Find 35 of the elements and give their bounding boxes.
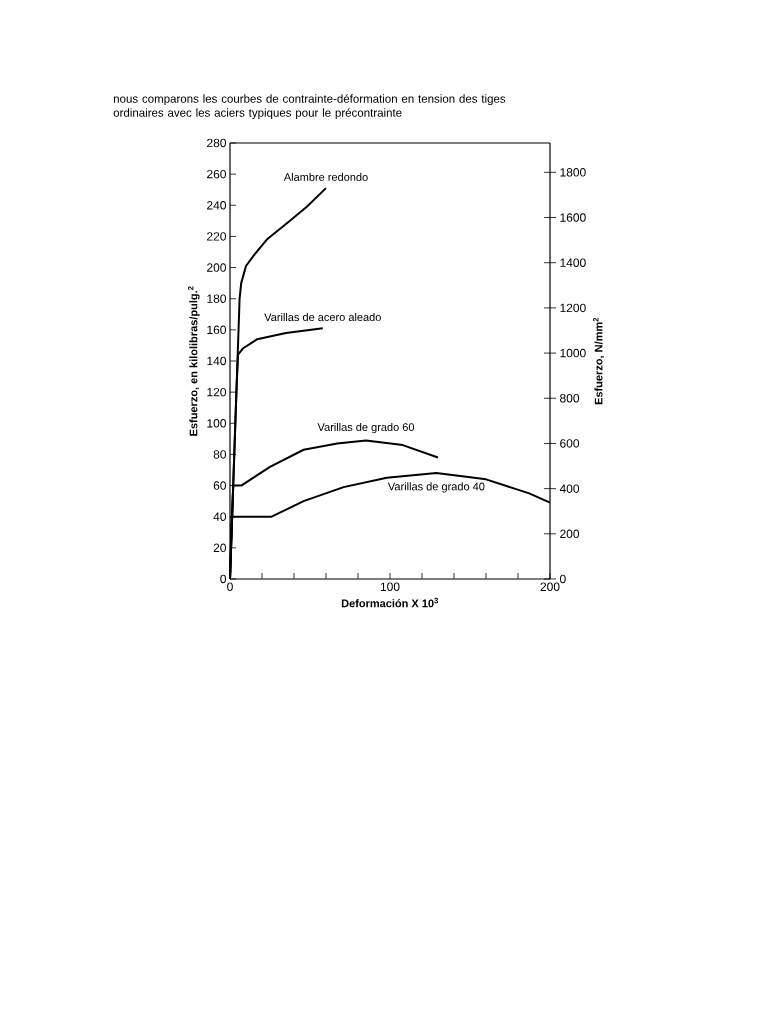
- x-tick-label: 200: [540, 582, 560, 592]
- y-axis-title: Esfuerzo, en kilolibras/pulg.$^{2}$: [187, 286, 200, 436]
- y2-tick-label: 1800: [560, 168, 586, 177]
- y-tick-label: 40: [213, 512, 227, 521]
- y2-axis-title: Esfuerzo, N/mm$^{2}$: [593, 317, 605, 405]
- y-tick-label: 60: [213, 481, 227, 490]
- y-tick-label: 100: [207, 419, 227, 428]
- series-label: Alambre redondo: [283, 172, 368, 181]
- y-tick-label: 120: [207, 387, 227, 397]
- x-tick-label: 100: [380, 582, 400, 592]
- y-tick-label: 180: [207, 294, 227, 303]
- y2-tick-label: 0: [559, 574, 566, 584]
- y-tick-label: 260: [207, 169, 227, 179]
- y-tick-label: 140: [207, 356, 227, 366]
- y-tick-label: 0: [220, 574, 227, 584]
- y2-tick-label: 1600: [560, 213, 586, 222]
- y-tick-label: 160: [207, 325, 227, 335]
- y-tick-label: 80: [213, 450, 227, 459]
- chart-title: nous comparons les courbes de contrainte-déformation en tension des tiges ordinaires avec les aciers typiques pour le précontrainte: [113, 94, 506, 120]
- series-label: Varillas de grado 40: [387, 482, 485, 493]
- x-axis-title: Deformación X 10$^{3}$: [341, 597, 439, 608]
- y2-tick-label: 1000: [560, 348, 586, 358]
- y-tick-label: 220: [207, 232, 227, 241]
- y-tick-label: 20: [213, 543, 227, 553]
- series-label: Varillas de acero aleado: [264, 313, 381, 322]
- y2-tick-label: 1400: [560, 258, 586, 267]
- y2-tick-label: 600: [560, 439, 580, 448]
- y2-tick-label: 1200: [560, 303, 586, 313]
- y-tick-label: 280: [207, 138, 227, 148]
- y2-tick-label: 200: [560, 529, 580, 539]
- y2-tick-label: 800: [560, 394, 580, 403]
- y-tick-label: 200: [207, 263, 227, 272]
- y2-tick-label: 400: [559, 484, 580, 493]
- series-label: Varillas de grado 60: [317, 422, 415, 434]
- y-tick-label: 240: [207, 201, 227, 210]
